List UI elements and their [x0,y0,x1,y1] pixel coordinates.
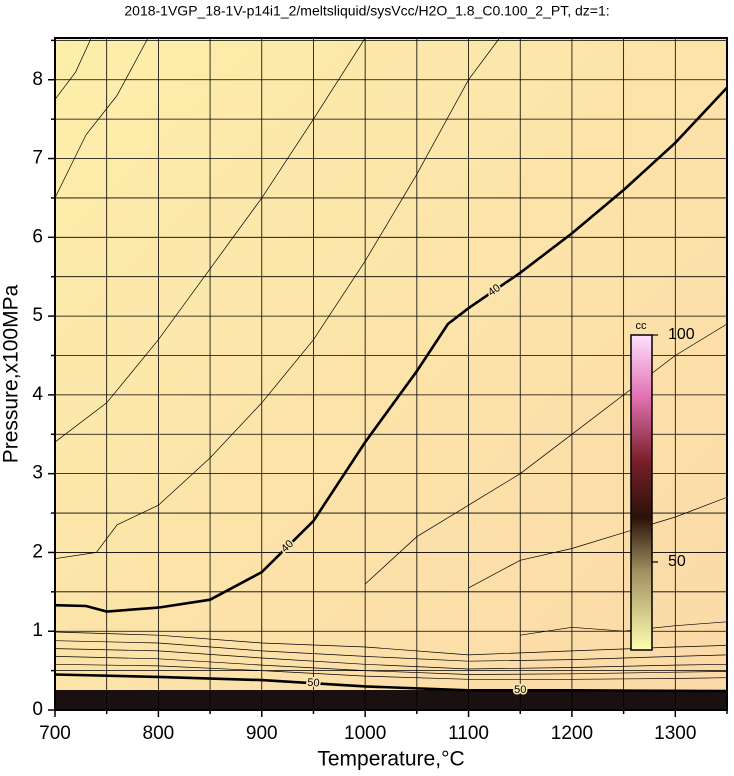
contour-label: 50 [307,677,320,690]
colorbar-tick-label: 100 [668,326,695,343]
contour-line [55,38,92,100]
contour-line [55,86,727,613]
plot-frame [54,37,728,711]
x-axis-label: Temperature,°C [317,748,464,771]
chart-title: 2018-1VGP_18-1V-p14i1_2/meltsliquid/sysV… [124,3,609,19]
x-tick-label: 900 [246,723,278,744]
y-tick-label: 6 [32,226,43,247]
contour-line [55,38,149,199]
contour-line [55,38,366,443]
plot-background [55,38,727,710]
y-tick-label: 3 [32,463,43,484]
y-axis-label: Pressure,x100MPa [0,284,23,463]
y-tick-label: 2 [32,541,43,562]
contour-line [55,640,727,662]
colorbar-tick-label: 50 [668,553,686,570]
x-tick-label: 1000 [344,723,386,744]
x-tick-label: 700 [39,723,71,744]
y-tick-label: 7 [32,148,43,169]
colorbar-label: cc [636,320,648,332]
y-tick-label: 0 [32,699,43,720]
contour-line [520,621,727,636]
contour-line [55,648,727,670]
contour-line [55,656,727,675]
y-tick-label: 1 [32,620,43,641]
contour-label: 50 [514,684,526,696]
dense-contour-band [55,690,727,710]
y-tick-label: 5 [32,305,43,326]
x-tick-label: 1100 [448,723,489,744]
contour-line [364,323,727,585]
colorbar [630,334,653,651]
y-tick-label: 8 [32,69,43,90]
x-tick-label: 1200 [551,723,593,744]
y-tick-label: 4 [32,384,43,405]
x-tick-label: 1300 [654,723,696,744]
contour-line [55,663,727,680]
contour-line [55,631,727,656]
x-tick-label: 800 [143,723,175,744]
contour-line [468,496,727,589]
contour-line [55,38,500,560]
contour-line [55,673,727,693]
